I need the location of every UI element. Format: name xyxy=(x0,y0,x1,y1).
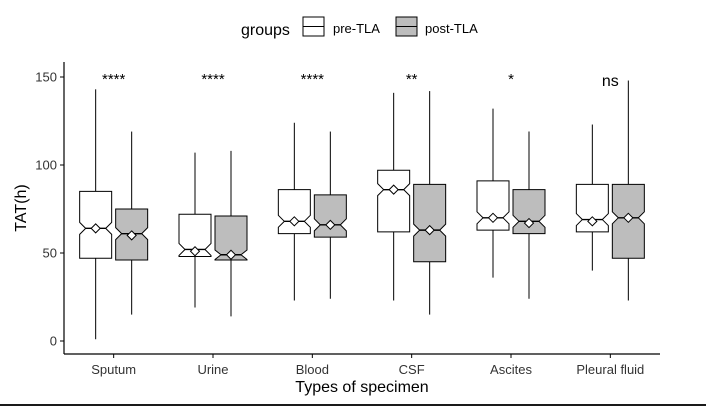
box-pre-ascites xyxy=(476,108,510,278)
box-pre-csf xyxy=(377,92,411,301)
mean-marker xyxy=(126,230,137,241)
legend: groups pre-TLA post-TLA xyxy=(241,16,478,39)
significance-label: ns xyxy=(602,73,619,90)
mean-marker xyxy=(289,216,300,227)
x-ticks: Sputum Urine Blood CSF Ascites Pleural fluid xyxy=(91,354,644,377)
significance-label: * xyxy=(508,71,514,88)
mean-marker xyxy=(189,246,201,257)
significance-label: **** xyxy=(102,71,126,88)
boxes xyxy=(79,80,645,340)
box-post-csf xyxy=(413,91,447,315)
x-tick-label: Blood xyxy=(296,362,329,377)
mean-marker xyxy=(587,216,598,227)
y-tick-label: 150 xyxy=(35,70,57,85)
x-axis-label: Types of specimen xyxy=(295,379,428,396)
x-tick-label: Urine xyxy=(197,362,228,377)
significance-label: **** xyxy=(201,71,225,88)
box-body xyxy=(178,213,212,258)
box-pre-sputum xyxy=(79,89,113,340)
x-tick-label: Pleural fluid xyxy=(576,362,644,377)
y-tick-label: 50 xyxy=(43,246,57,261)
mean-marker xyxy=(487,212,499,224)
mean-marker xyxy=(523,217,535,229)
legend-label-post-tla: post-TLA xyxy=(425,21,478,36)
mean-marker xyxy=(623,212,634,224)
y-ticks: 0 50 100 150 xyxy=(35,70,64,349)
box-pre-pleural-fluid xyxy=(575,124,609,271)
axes xyxy=(63,62,660,355)
box-body xyxy=(313,194,347,238)
box-pre-urine xyxy=(178,152,212,308)
box-post-ascites xyxy=(512,131,546,299)
mean-marker xyxy=(388,184,399,195)
legend-title: groups xyxy=(241,22,290,39)
mean-marker xyxy=(325,219,336,231)
mean-marker xyxy=(225,249,237,260)
mean-marker xyxy=(90,223,101,234)
box-pre-blood xyxy=(277,122,311,301)
x-tick-label: CSF xyxy=(399,362,425,377)
box-post-sputum xyxy=(115,131,149,315)
significance-label: ** xyxy=(406,71,418,88)
significance-labels: **** **** **** ** * ns xyxy=(102,71,619,90)
significance-label: **** xyxy=(301,71,325,88)
box-body xyxy=(277,189,311,235)
bottom-rule xyxy=(0,404,706,406)
box-post-urine xyxy=(214,150,248,317)
box-body xyxy=(512,189,546,235)
box-body xyxy=(413,183,447,263)
y-tick-label: 100 xyxy=(35,158,57,173)
mean-marker xyxy=(424,224,435,236)
x-tick-label: Sputum xyxy=(91,362,136,377)
legend-label-pre-tla: pre-TLA xyxy=(333,21,380,36)
y-tick-label: 0 xyxy=(50,334,57,349)
box-post-blood xyxy=(313,131,347,299)
box-post-pleural-fluid xyxy=(611,80,645,301)
y-axis-label: TAT(h) xyxy=(13,184,30,231)
box-body xyxy=(214,215,248,261)
box-body xyxy=(377,169,411,233)
x-tick-label: Ascites xyxy=(490,362,532,377)
